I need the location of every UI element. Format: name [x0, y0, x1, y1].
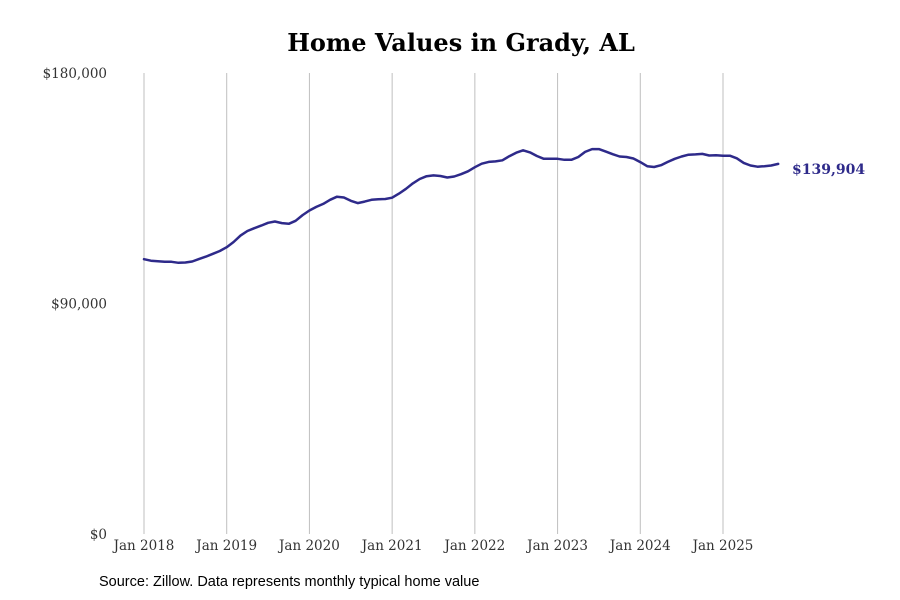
series-group [142, 147, 780, 265]
x-tick-label: Jan 2024 [608, 538, 671, 554]
x-tick-label: Jan 2020 [277, 538, 340, 554]
vertical-gridlines [143, 73, 724, 534]
source-note: Source: Zillow. Data represents monthly … [99, 574, 480, 590]
x-tick-label: Jan 2021 [360, 538, 423, 554]
series-line-0 [142, 147, 780, 265]
x-tick-label: Jan 2022 [442, 538, 505, 554]
x-tick-label: Jan 2025 [691, 538, 754, 554]
y-tick-label: $90,000 [51, 297, 107, 313]
x-axis-ticks: Jan 2018 Jan 2019 Jan 2020 Jan 2021 Jan 2022… [112, 538, 754, 554]
y-tick-label: $180,000 [43, 66, 107, 82]
x-tick-label: Jan 2019 [194, 538, 257, 554]
y-axis-ticks: $0 $90,000 $180,000 [43, 66, 107, 543]
x-tick-label: Jan 2018 [112, 538, 175, 554]
chart-title: Home Values in Grady, AL [287, 28, 635, 57]
x-tick-label: Jan 2023 [525, 538, 588, 554]
end-value-label: $139,904 [792, 162, 865, 178]
y-tick-label: $0 [90, 527, 107, 543]
